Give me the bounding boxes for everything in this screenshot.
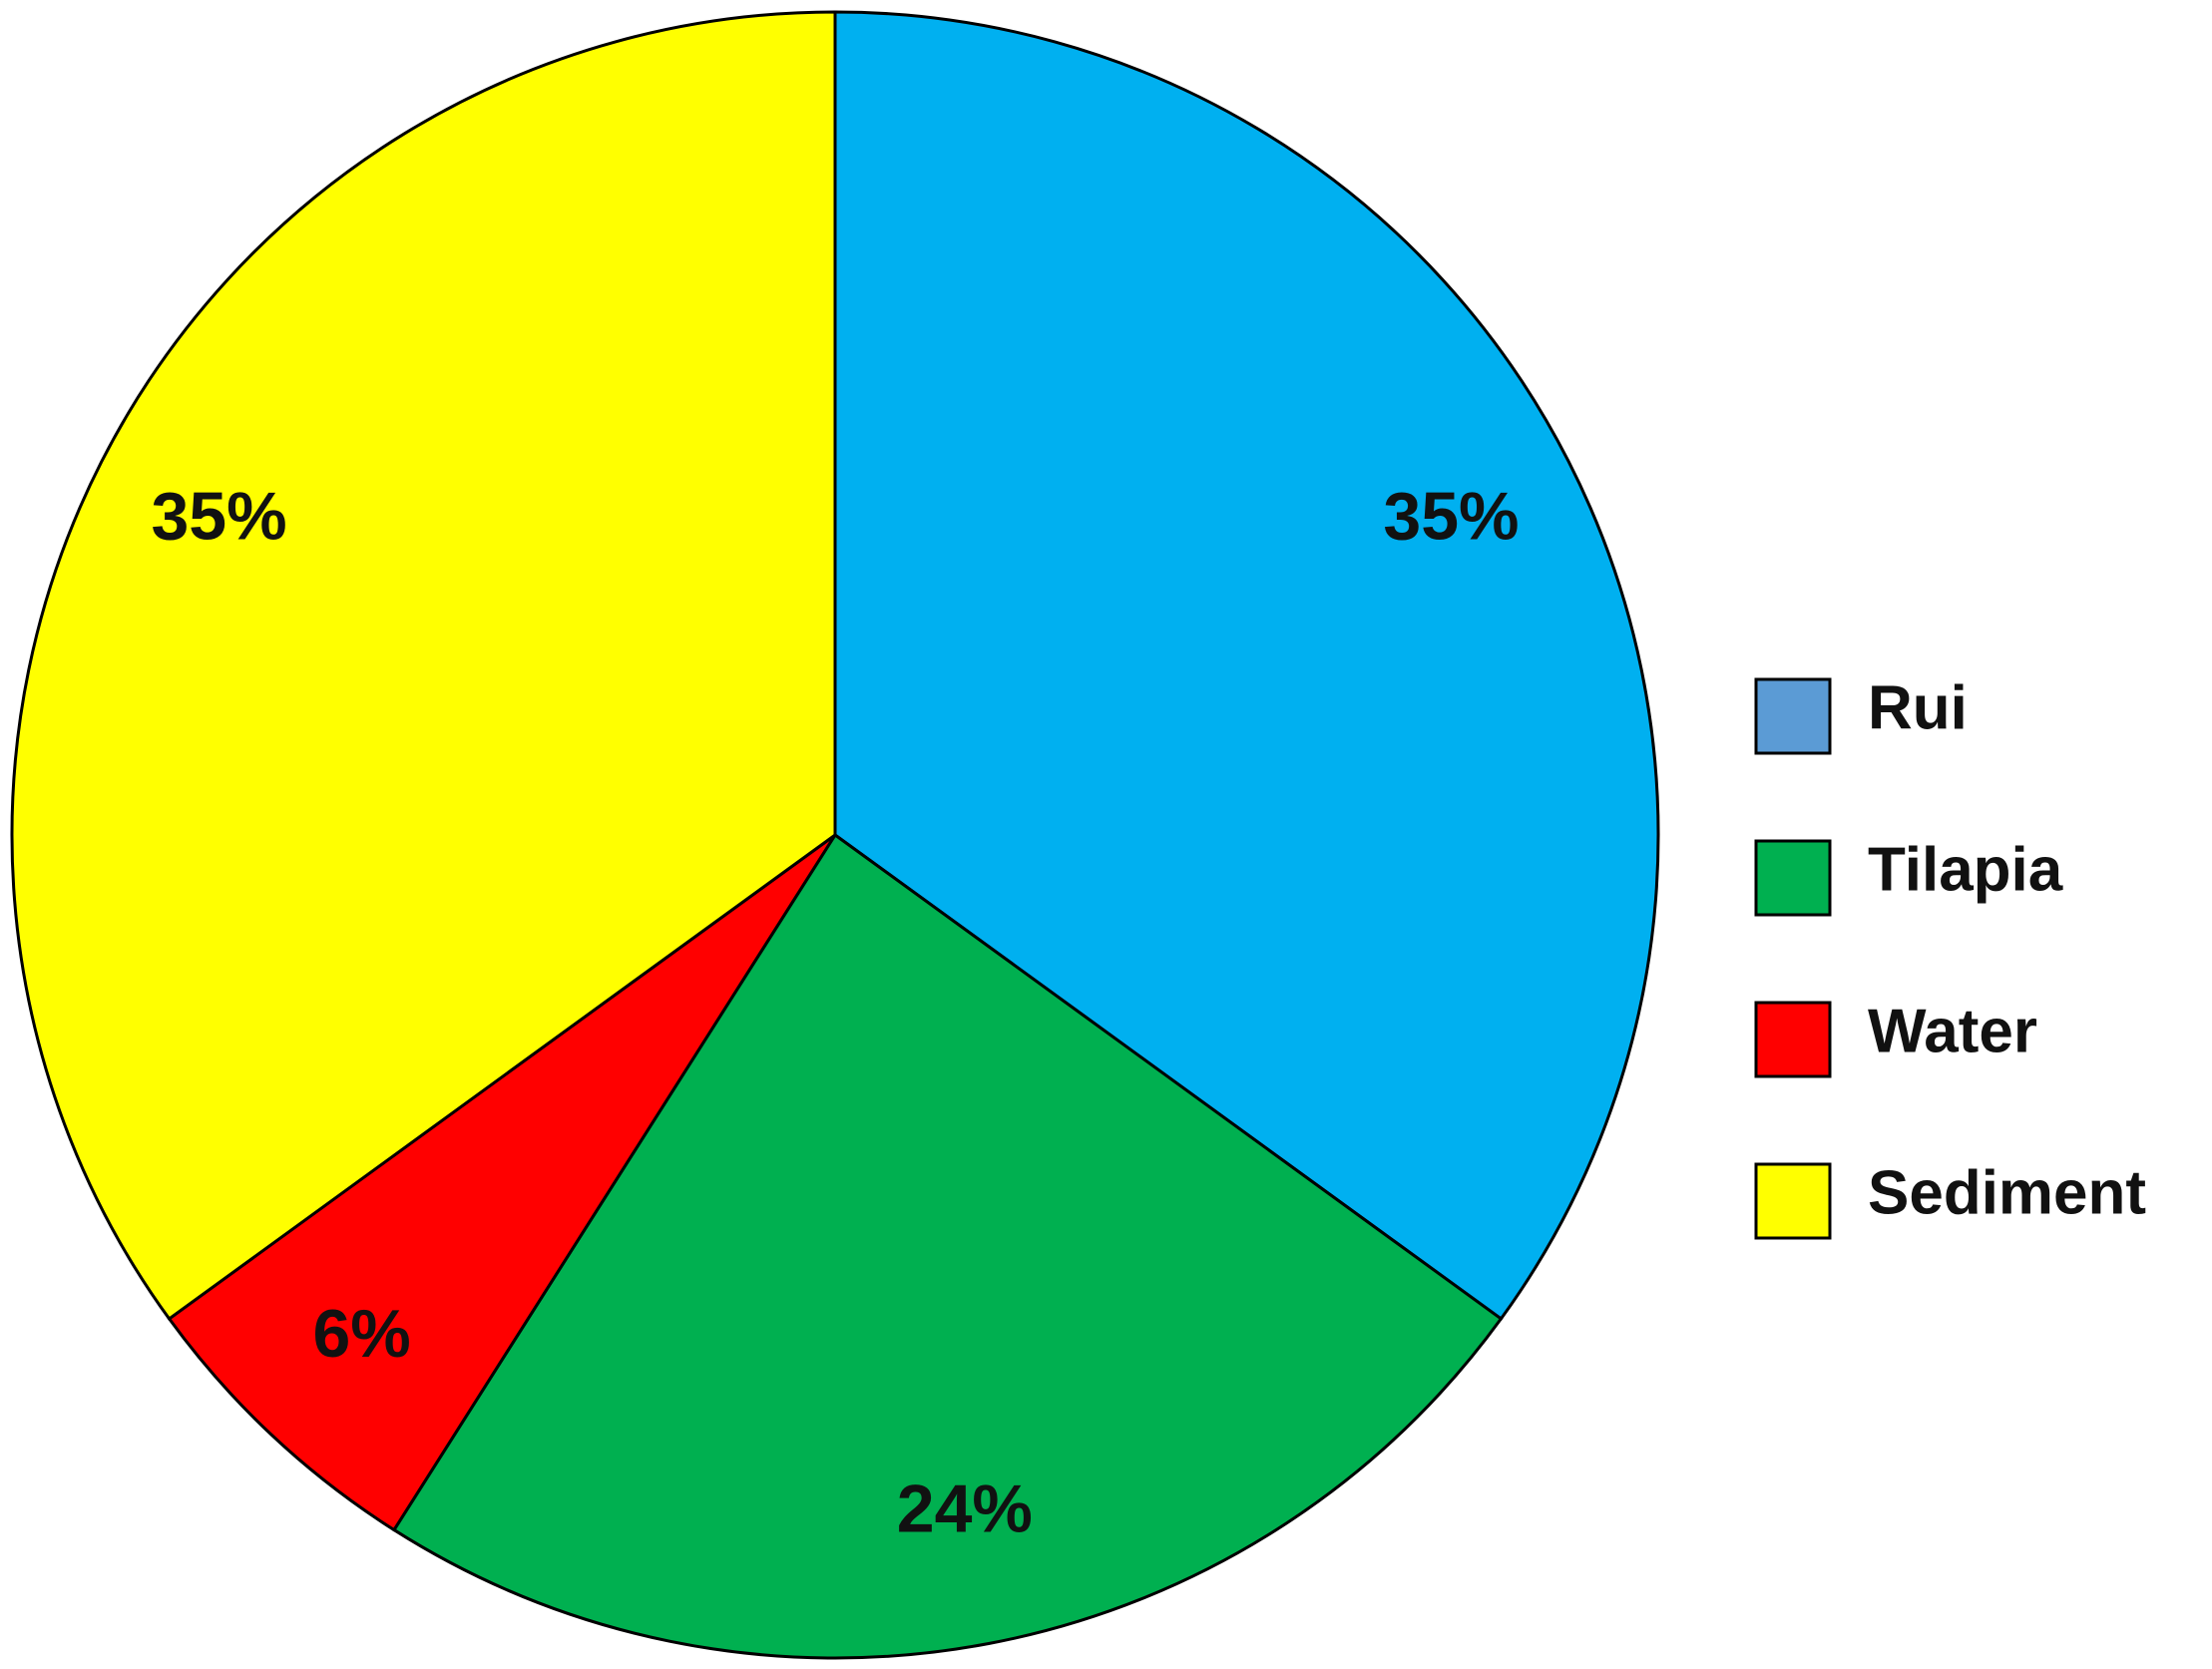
legend-swatch [1754,1001,1832,1078]
legend-swatch [1754,1162,1832,1240]
pie-slice [833,10,1660,1322]
data-label: 6% [312,1296,410,1372]
legend-label: Tilapia [1868,835,2063,904]
data-label: 24% [897,1471,1033,1547]
legend-swatch [1754,677,1832,755]
pie-slice [167,833,837,1532]
pie-slice [10,10,837,1322]
legend-swatch [1754,839,1832,917]
data-label: 35% [1383,478,1519,554]
legend-label: Rui [1868,673,1968,742]
data-label: 35% [151,478,286,554]
legend-label: Water [1868,997,2037,1065]
legend-label: Sediment [1868,1158,2146,1227]
pie-slice [391,832,1504,1660]
